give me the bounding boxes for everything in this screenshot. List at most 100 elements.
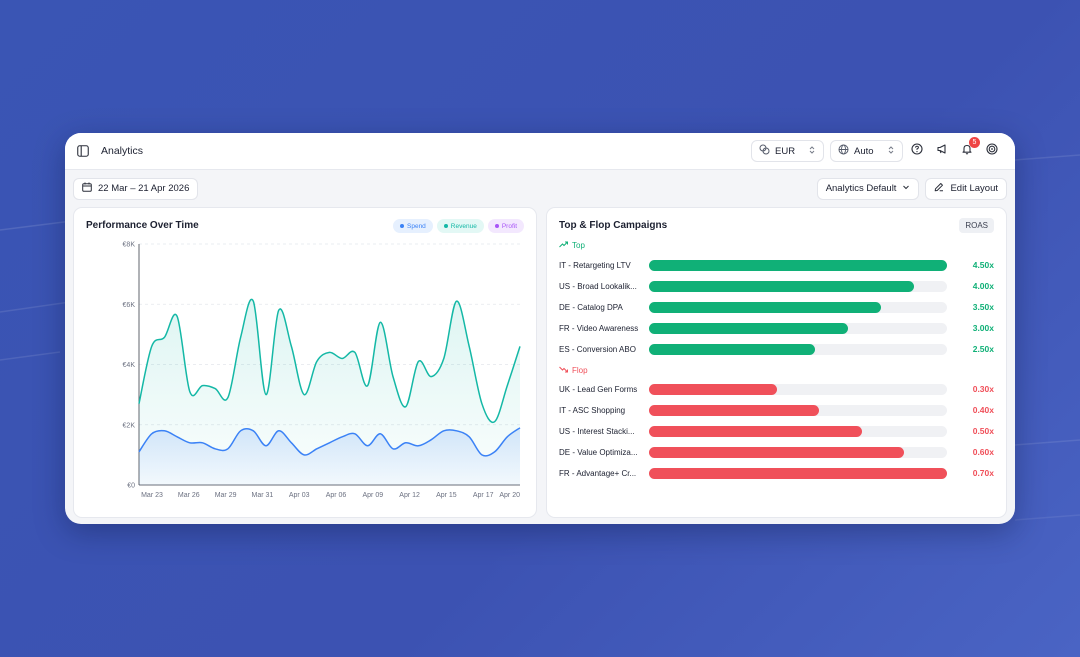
campaign-row[interactable]: US - Broad Lookalik... 4.00x xyxy=(559,279,994,293)
campaign-bar-track xyxy=(649,425,947,437)
campaign-name: IT - Retargeting LTV xyxy=(559,260,631,270)
y-tick-label: €8K xyxy=(123,242,136,249)
notification-badge: 5 xyxy=(969,137,980,148)
campaign-name: DE - Catalog DPA xyxy=(559,302,623,312)
edit-layout-button[interactable]: Edit Layout xyxy=(925,177,1007,200)
flop-section-label: Flop xyxy=(559,366,588,375)
x-tick-label: Apr 17 xyxy=(473,492,494,499)
campaign-name: IT - ASC Shopping xyxy=(559,405,626,415)
metric-chip[interactable]: ROAS xyxy=(959,218,994,233)
date-range-picker[interactable]: 22 Mar – 21 Apr 2026 xyxy=(73,177,199,200)
campaign-value: 3.50x xyxy=(972,302,994,312)
campaign-row[interactable]: DE - Catalog DPA 3.50x xyxy=(559,300,994,314)
campaign-bar xyxy=(649,467,947,479)
y-tick-label: €4K xyxy=(123,362,136,369)
top-section-label: Top xyxy=(559,241,585,250)
campaign-bar xyxy=(649,383,777,395)
campaign-name: US - Interest Stacki... xyxy=(559,426,635,436)
chevron-updown-icon xyxy=(808,145,816,158)
campaigns-title: Top & Flop Campaigns xyxy=(559,220,668,231)
campaign-row[interactable]: IT - Retargeting LTV 4.50x xyxy=(559,258,994,272)
x-tick-label: Mar 29 xyxy=(215,492,237,499)
campaign-value: 0.50x xyxy=(972,426,994,436)
trending-down-icon xyxy=(559,366,568,375)
legend-dot xyxy=(400,224,404,228)
performance-chart: €0 €2K €4K €6K €8K Mar 23 Mar 26 Mar 29 Mar 31 Ap… xyxy=(123,242,521,499)
campaign-name: FR - Video Awareness xyxy=(559,323,639,333)
legend-dot xyxy=(494,224,499,228)
campaign-value: 0.40x xyxy=(972,405,994,415)
x-tick-label: Mar 23 xyxy=(141,492,163,499)
campaign-bar xyxy=(649,404,820,416)
x-tick-label: Apr 09 xyxy=(362,492,383,499)
campaign-value: 0.70x xyxy=(972,468,994,478)
legend-dot xyxy=(443,224,448,228)
help-button[interactable] xyxy=(906,140,928,162)
campaign-row[interactable]: FR - Advantage+ Cr... 0.70x xyxy=(559,466,994,480)
y-tick-label: €6K xyxy=(123,302,136,309)
help-circle-icon xyxy=(911,142,923,160)
x-tick-label: Apr 06 xyxy=(326,492,347,499)
notifications-button[interactable]: 5 xyxy=(956,137,980,162)
campaign-bar xyxy=(649,446,905,458)
layout-select-label: Analytics Default xyxy=(825,183,897,194)
campaign-value: 4.50x xyxy=(972,260,994,270)
campaign-value: 4.00x xyxy=(972,281,994,291)
legend-chip-spend[interactable]: Spend xyxy=(393,219,433,233)
campaign-bar-track xyxy=(649,259,947,271)
campaign-row[interactable]: IT - ASC Shopping 0.40x xyxy=(559,403,994,417)
dashboard-panels: Performance Over Time Spend Revenue Profit… xyxy=(73,207,1007,518)
campaign-bar-track xyxy=(649,343,947,355)
legend-chip-profit[interactable]: Profit xyxy=(487,219,524,233)
campaign-bar xyxy=(649,425,862,437)
megaphone-icon xyxy=(936,142,948,160)
campaign-bar xyxy=(649,280,914,292)
campaign-row[interactable]: US - Interest Stacki... 0.50x xyxy=(559,424,994,438)
legend-chip-revenue[interactable]: Revenue xyxy=(436,219,484,233)
campaign-row[interactable]: ES - Conversion ABO 2.50x xyxy=(559,342,994,356)
campaign-row[interactable]: DE - Value Optimiza... 0.60x xyxy=(559,445,994,459)
coins-icon xyxy=(759,144,770,158)
campaign-bar-track xyxy=(649,280,947,292)
campaign-value: 0.30x xyxy=(972,384,994,394)
campaign-value: 0.60x xyxy=(972,447,994,457)
goals-button[interactable] xyxy=(981,140,1003,162)
campaign-row[interactable]: UK - Lead Gen Forms 0.30x xyxy=(559,382,994,396)
campaign-value: 2.50x xyxy=(972,344,994,354)
currency-select[interactable]: EUR xyxy=(751,140,824,162)
edit-layout-label: Edit Layout xyxy=(950,183,998,194)
trending-up-icon xyxy=(559,241,568,250)
campaign-name: UK - Lead Gen Forms xyxy=(559,384,638,394)
campaign-bar xyxy=(649,259,947,271)
y-tick-label: €2K xyxy=(123,422,136,429)
x-tick-label: Apr 03 xyxy=(289,492,310,499)
top-bar: Analytics EUR Auto xyxy=(65,133,1015,170)
campaign-name: US - Broad Lookalik... xyxy=(559,281,637,291)
globe-icon xyxy=(838,144,849,158)
sidebar-toggle-icon[interactable] xyxy=(77,144,91,158)
bell-icon xyxy=(961,142,973,160)
x-tick-label: Apr 12 xyxy=(399,492,420,499)
announcements-button[interactable] xyxy=(931,140,953,162)
analytics-window: Analytics EUR Auto xyxy=(65,133,1015,524)
campaign-row[interactable]: FR - Video Awareness 3.00x xyxy=(559,321,994,335)
campaign-bar-track xyxy=(649,301,947,313)
date-range-label: 22 Mar – 21 Apr 2026 xyxy=(98,183,190,194)
legend-label: Revenue xyxy=(450,222,477,230)
campaign-name: FR - Advantage+ Cr... xyxy=(559,468,637,478)
y-tick-label: €0 xyxy=(127,483,135,490)
legend-label: Profit xyxy=(501,222,517,230)
layout-select[interactable]: Analytics Default xyxy=(816,177,920,200)
language-select[interactable]: Auto xyxy=(830,140,903,162)
performance-title: Performance Over Time xyxy=(86,220,199,231)
toolbar: 22 Mar – 21 Apr 2026 Analytics Default E… xyxy=(65,170,1015,207)
series-line-revenue xyxy=(138,298,521,424)
currency-value: EUR xyxy=(775,145,796,157)
campaign-bar xyxy=(649,322,848,334)
language-value: Auto xyxy=(854,145,874,157)
campaign-bar-track xyxy=(649,383,947,395)
flop-label: Flop xyxy=(572,366,588,375)
campaign-bar xyxy=(649,343,815,355)
top-label: Top xyxy=(572,241,585,250)
chart-legend: Spend Revenue Profit xyxy=(393,219,524,233)
